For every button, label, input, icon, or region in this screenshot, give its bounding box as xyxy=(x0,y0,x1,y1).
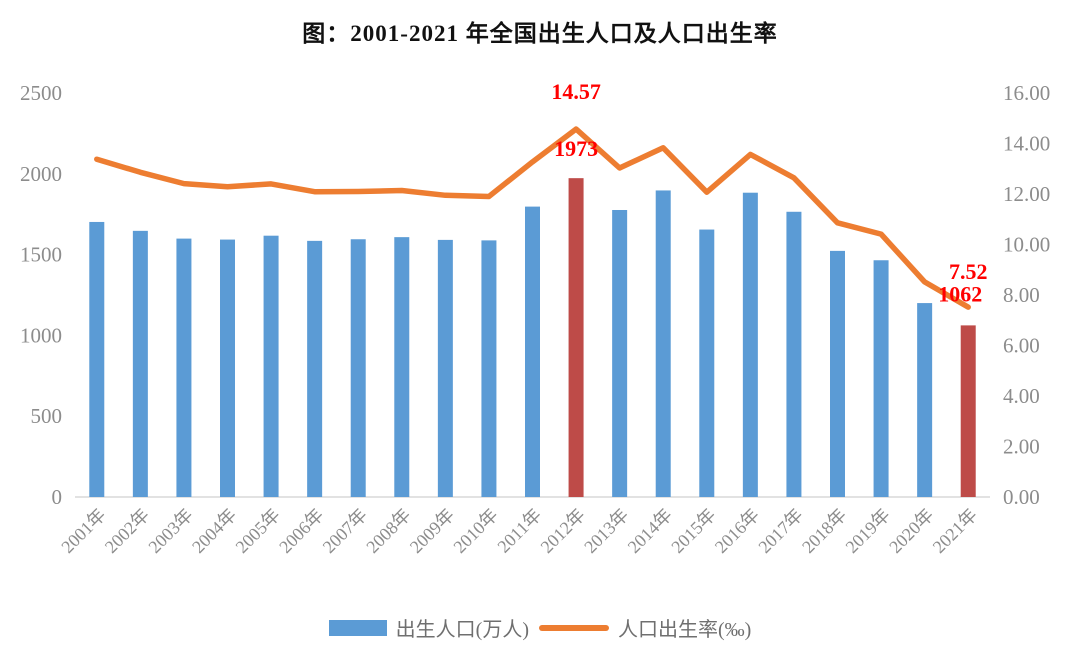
bar-2016年 xyxy=(742,192,758,497)
bar-2007年 xyxy=(350,239,366,498)
bar-2008年 xyxy=(394,237,410,497)
x-axis-category-label: 2005年 xyxy=(232,505,284,557)
bar-2019年 xyxy=(873,260,889,497)
bar-2013年 xyxy=(612,209,628,497)
x-axis-category-label: 2012年 xyxy=(537,505,589,557)
left-axis-tick-label: 0 xyxy=(52,485,63,509)
x-axis-category-label: 2004年 xyxy=(188,505,240,557)
x-axis-category-label: 2003年 xyxy=(144,505,196,557)
right-axis-tick-label: 8.00 xyxy=(1003,283,1040,307)
x-axis-category-label: 2006年 xyxy=(275,505,327,557)
x-axis-category-label: 2011年 xyxy=(493,505,545,557)
left-axis-tick-label: 2500 xyxy=(20,81,62,105)
legend-item-birthrate: 人口出生率(‰) xyxy=(539,613,751,642)
right-axis-tick-label: 12.00 xyxy=(1003,182,1050,206)
x-axis-category-label: 2008年 xyxy=(362,505,414,557)
chart-title: 图：2001-2021 年全国出生人口及人口出生率 xyxy=(302,21,778,46)
legend-item-births: 出生人口(万人) xyxy=(328,613,529,642)
right-axis-tick-label: 0.00 xyxy=(1003,485,1040,509)
x-axis-category-label: 2014年 xyxy=(624,505,676,557)
annotation-7.52: 7.52 xyxy=(949,259,988,284)
x-axis-category-label: 2009年 xyxy=(406,505,458,557)
bar-2004年 xyxy=(220,239,235,497)
bar-2006年 xyxy=(307,240,323,497)
right-axis-tick-label: 14.00 xyxy=(1003,132,1050,156)
bar-2011年 xyxy=(525,206,540,497)
annotation-14.57: 14.57 xyxy=(551,79,601,104)
bar-2018年 xyxy=(830,250,845,497)
x-axis-category-label: 2013年 xyxy=(580,505,632,557)
x-axis-category-label: 2016年 xyxy=(711,505,763,557)
right-axis-tick-label: 2.00 xyxy=(1003,435,1040,459)
right-axis-tick-label: 16.00 xyxy=(1003,81,1050,105)
bar-2014年 xyxy=(655,190,671,497)
x-axis-category-label: 2021年 xyxy=(929,505,981,557)
right-axis-tick-label: 10.00 xyxy=(1003,233,1050,257)
annotation-1062: 1062 xyxy=(938,281,982,306)
bar-2009年 xyxy=(437,239,453,497)
left-axis-tick-label: 2000 xyxy=(20,162,62,186)
x-axis-category-label: 2015年 xyxy=(667,505,719,557)
bar-2015年 xyxy=(699,229,715,497)
legend-label-birthrate: 人口出生率(‰) xyxy=(618,619,752,641)
right-axis-tick-label: 4.00 xyxy=(1003,384,1040,408)
bar-2010年 xyxy=(481,240,497,497)
right-axis-tick-label: 6.00 xyxy=(1003,334,1040,358)
bar-2001年 xyxy=(89,221,105,498)
x-axis-category-label: 2018年 xyxy=(798,505,850,557)
x-axis-category-label: 2007年 xyxy=(319,505,371,557)
bar-2005年 xyxy=(263,235,279,497)
left-axis-tick-label: 1500 xyxy=(20,243,62,267)
bar-series-swatch-icon xyxy=(328,619,387,636)
annotation-1973: 1973 xyxy=(554,136,598,161)
x-axis-category-label: 2019年 xyxy=(842,505,894,557)
left-axis-tick-label: 500 xyxy=(31,404,63,428)
legend-label-births: 出生人口(万人) xyxy=(395,619,529,641)
x-axis-category-label: 2020年 xyxy=(885,505,937,557)
left-axis-tick-label: 1000 xyxy=(20,323,62,347)
x-axis-category-label: 2001年 xyxy=(57,505,109,557)
bar-2012年 xyxy=(568,178,584,497)
x-axis-category-label: 2017年 xyxy=(754,505,806,557)
x-axis-category-label: 2002年 xyxy=(101,505,153,557)
bar-2020年 xyxy=(917,303,933,497)
bar-2017年 xyxy=(786,211,802,497)
bar-2021年 xyxy=(960,325,976,497)
birthrate-line xyxy=(94,126,971,310)
bar-2002年 xyxy=(132,230,148,498)
bar-2003年 xyxy=(176,238,192,497)
x-axis-category-label: 2010年 xyxy=(449,505,501,557)
line-series-swatch-icon xyxy=(539,624,609,631)
legend: 出生人口(万人) 人口出生率(‰) xyxy=(0,613,1080,642)
